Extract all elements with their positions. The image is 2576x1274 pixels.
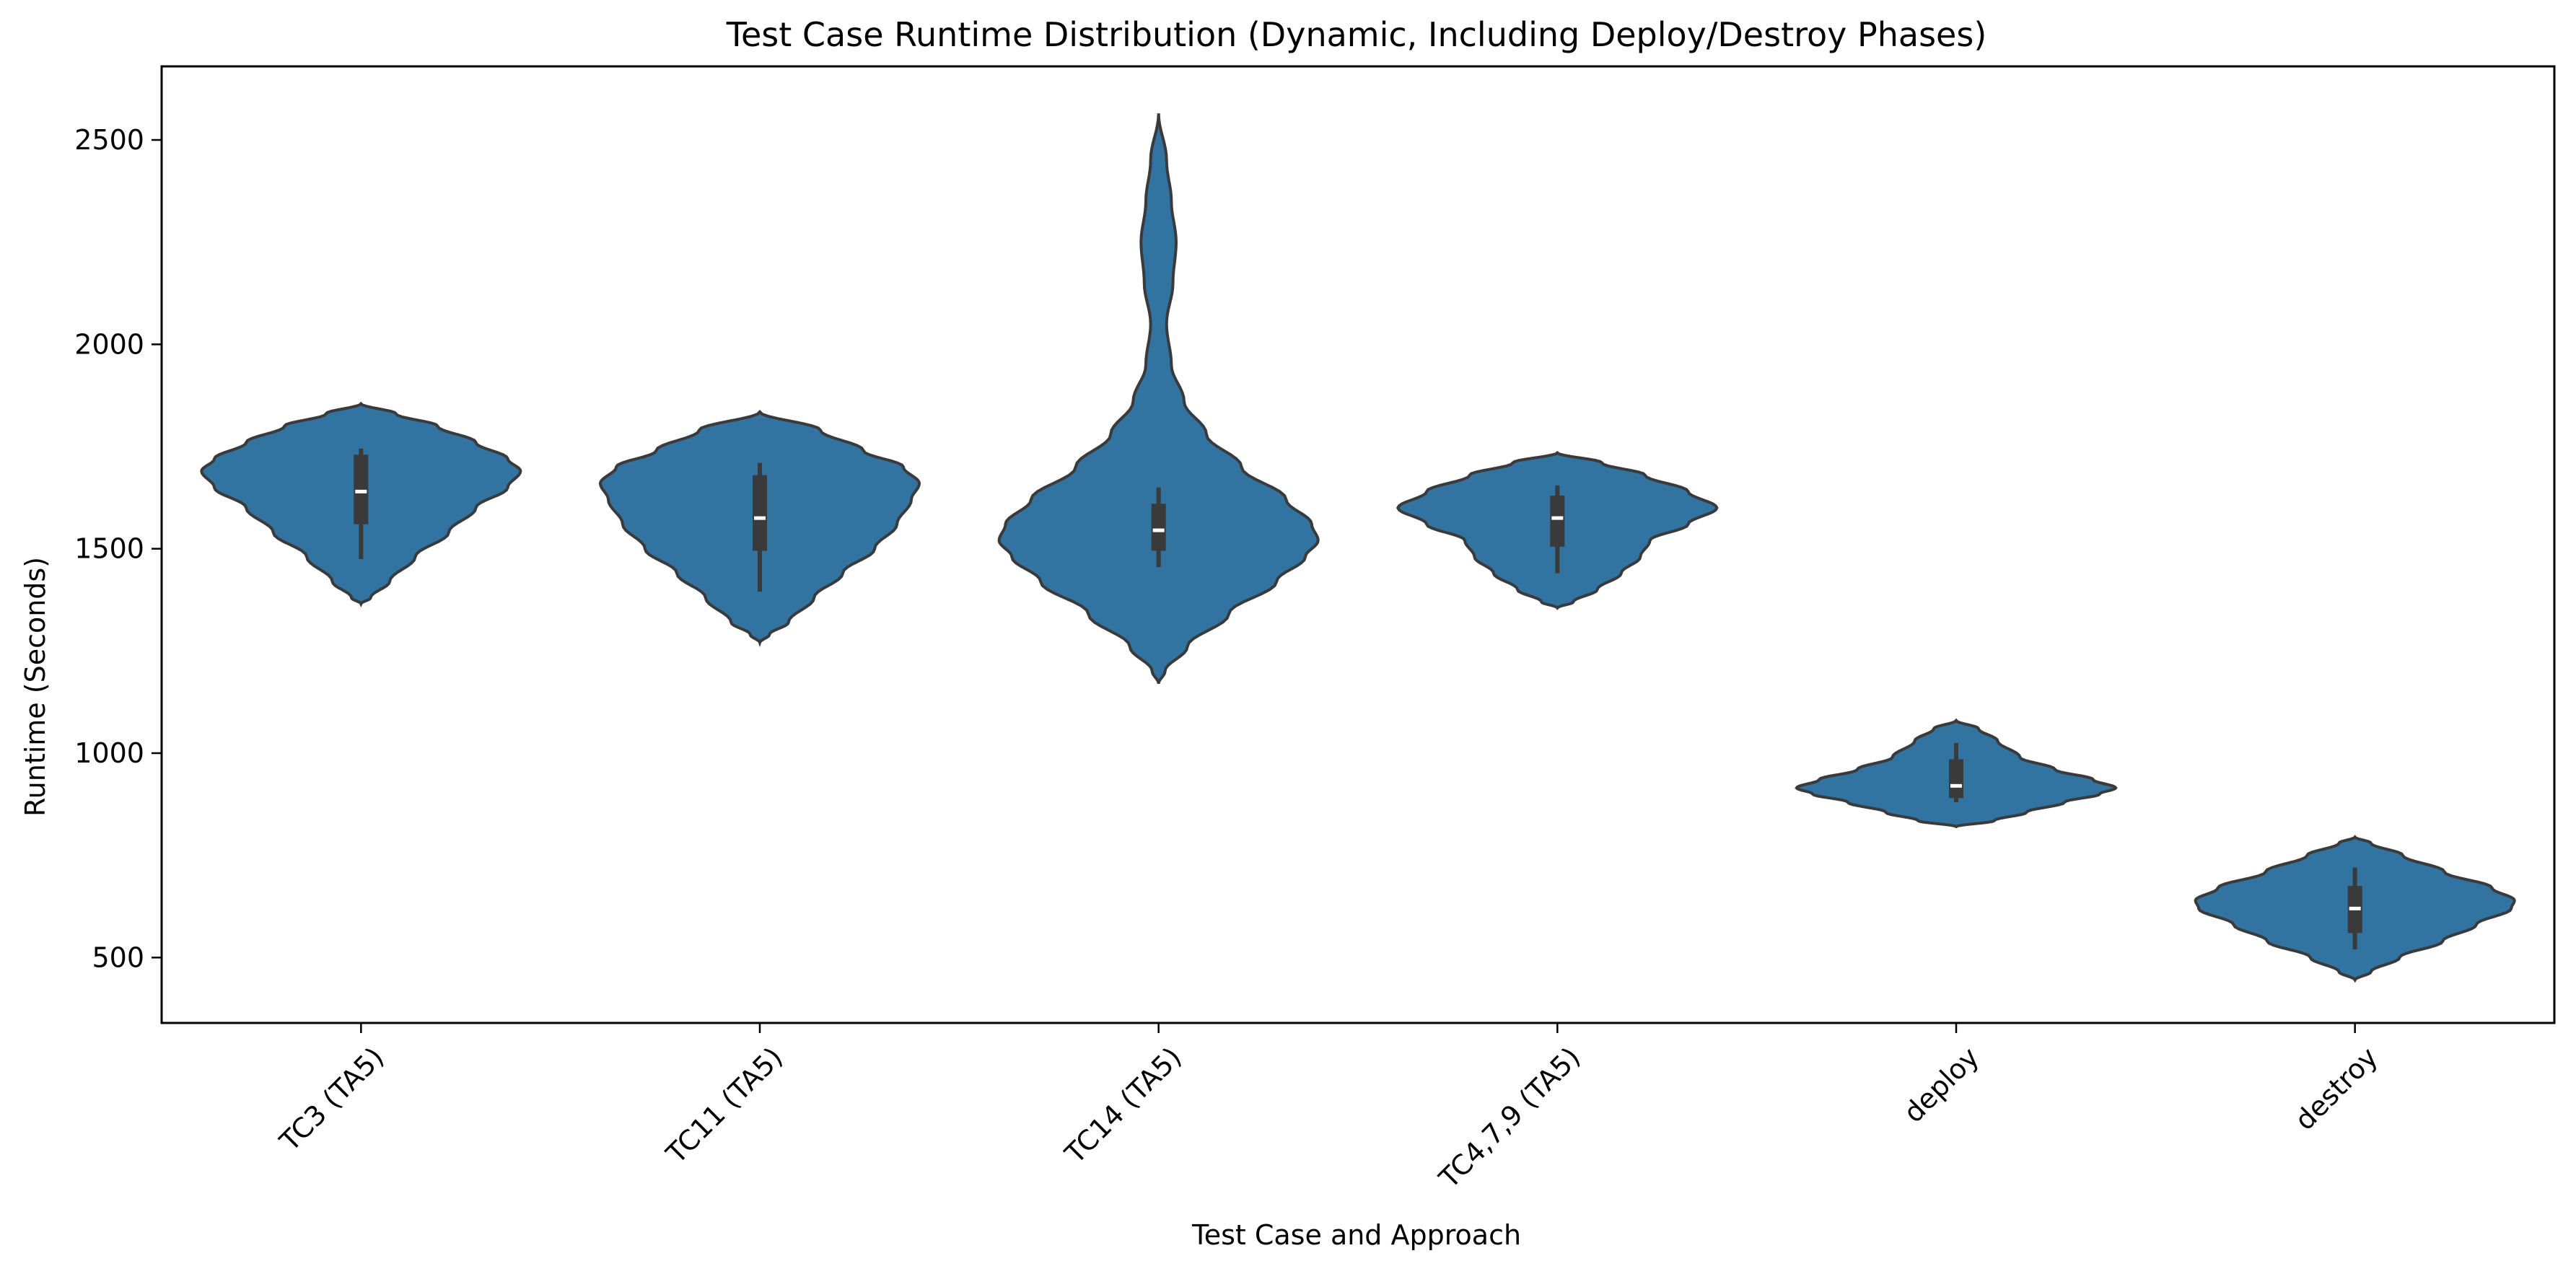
y-tick-label: 2500 bbox=[74, 124, 144, 156]
violin-iqr-box bbox=[1151, 504, 1166, 551]
violin-0 bbox=[200, 401, 522, 608]
y-tick-label: 1000 bbox=[74, 737, 144, 769]
axes-layer: 500 1000 1500 2000 2500 TC3 (TA5) TC11 (TA5) TC… bbox=[74, 65, 2556, 1195]
violins-layer bbox=[200, 113, 2516, 983]
violin-body bbox=[997, 113, 1320, 685]
y-tick-label: 500 bbox=[92, 941, 144, 973]
violin-4 bbox=[1795, 718, 2118, 829]
x-tick-label: TC11 (TA5) bbox=[660, 1041, 789, 1170]
chart-title: Test Case Runtime Distribution (Dynamic,… bbox=[726, 15, 1987, 54]
x-axis-label: Test Case and Approach bbox=[1191, 1219, 1521, 1251]
x-tick-label: deploy bbox=[1898, 1041, 1986, 1129]
x-tick-label: TC14 (TA5) bbox=[1059, 1041, 1188, 1170]
violin-iqr-box bbox=[753, 475, 767, 551]
y-axis-label: Runtime (Seconds) bbox=[19, 557, 51, 817]
y-tick-label: 1500 bbox=[74, 533, 144, 565]
x-tick-label: TC4,7,9 (TA5) bbox=[1432, 1041, 1586, 1195]
violin-1 bbox=[598, 409, 921, 647]
x-tick-label: destroy bbox=[2289, 1041, 2384, 1136]
violin-2 bbox=[997, 113, 1320, 685]
violin-3 bbox=[1396, 450, 1719, 610]
violin-5 bbox=[2194, 835, 2516, 983]
violin-iqr-box bbox=[1550, 496, 1565, 547]
violin-iqr-box bbox=[1949, 759, 1963, 799]
plot-frame bbox=[160, 65, 2556, 1024]
x-tick-label: TC3 (TA5) bbox=[273, 1041, 390, 1158]
y-tick-label: 2000 bbox=[74, 328, 144, 360]
violin-iqr-box bbox=[354, 454, 369, 524]
